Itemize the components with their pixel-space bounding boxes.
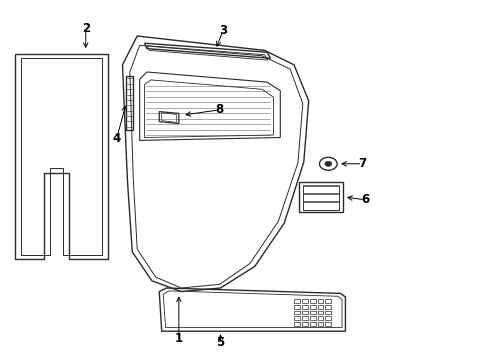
- Bar: [318, 322, 323, 326]
- Bar: [294, 322, 300, 326]
- Bar: [302, 316, 308, 320]
- Bar: [310, 299, 316, 303]
- Bar: [302, 305, 308, 309]
- Bar: [302, 322, 308, 326]
- Bar: [294, 299, 300, 303]
- Bar: [310, 311, 316, 314]
- Bar: [325, 316, 331, 320]
- Text: 1: 1: [175, 332, 183, 345]
- Bar: [318, 316, 323, 320]
- Bar: [318, 305, 323, 309]
- Text: 8: 8: [216, 103, 223, 116]
- Text: 5: 5: [217, 336, 224, 349]
- Bar: [302, 311, 308, 314]
- Bar: [294, 316, 300, 320]
- Bar: [310, 322, 316, 326]
- Bar: [325, 299, 331, 303]
- Bar: [318, 299, 323, 303]
- Bar: [310, 305, 316, 309]
- Bar: [325, 311, 331, 314]
- Bar: [302, 299, 308, 303]
- Bar: [294, 305, 300, 309]
- Text: 4: 4: [113, 132, 121, 145]
- Bar: [310, 316, 316, 320]
- Bar: [294, 311, 300, 314]
- Text: 2: 2: [82, 22, 90, 35]
- Bar: [325, 305, 331, 309]
- Circle shape: [325, 161, 332, 166]
- Text: 6: 6: [361, 193, 369, 206]
- Bar: [318, 311, 323, 314]
- Text: 7: 7: [359, 157, 367, 170]
- Bar: [325, 322, 331, 326]
- Text: 3: 3: [219, 24, 227, 37]
